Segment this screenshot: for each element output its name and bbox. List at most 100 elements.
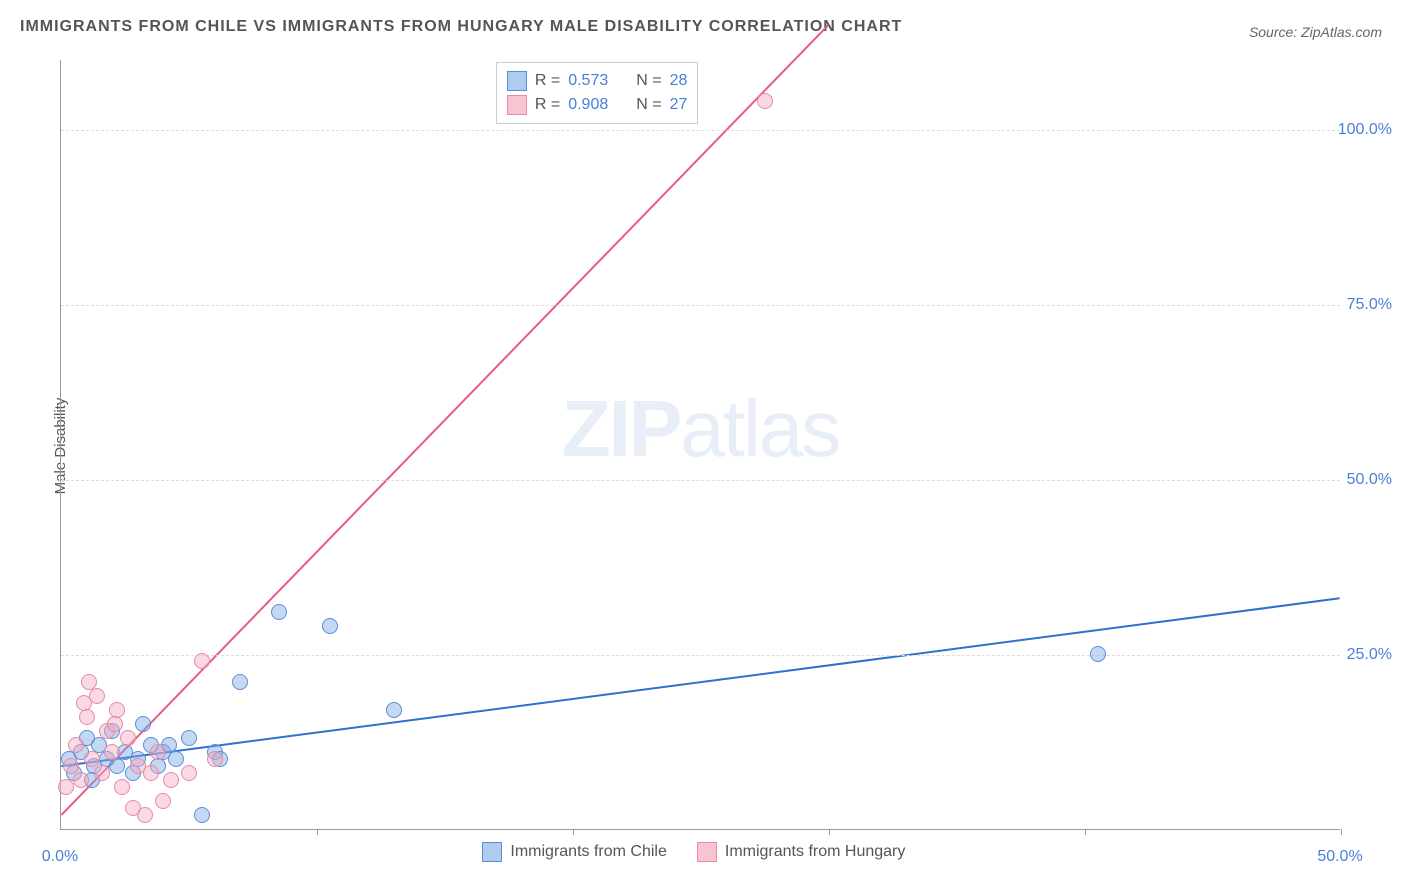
scatter-marker bbox=[212, 751, 228, 767]
legend-swatch bbox=[482, 842, 502, 862]
x-tick-label: 50.0% bbox=[1317, 848, 1362, 866]
scatter-marker bbox=[66, 765, 82, 781]
scatter-marker bbox=[207, 744, 223, 760]
scatter-marker bbox=[91, 737, 107, 753]
scatter-marker bbox=[125, 800, 141, 816]
scatter-marker bbox=[114, 779, 130, 795]
legend-series-label: Immigrants from Hungary bbox=[725, 843, 906, 861]
scatter-marker bbox=[181, 730, 197, 746]
gridline-horizontal bbox=[61, 655, 1340, 656]
legend-series-item: Immigrants from Hungary bbox=[697, 842, 906, 862]
correlation-legend: R = 0.573 N = 28 R = 0.908 N = 27 bbox=[496, 62, 699, 124]
scatter-marker bbox=[79, 730, 95, 746]
scatter-marker bbox=[143, 737, 159, 753]
scatter-marker bbox=[207, 751, 223, 767]
scatter-marker bbox=[107, 716, 123, 732]
scatter-marker bbox=[84, 772, 100, 788]
x-tick-label: 0.0% bbox=[42, 848, 78, 866]
y-tick-label: 25.0% bbox=[1347, 646, 1392, 664]
scatter-marker bbox=[81, 674, 97, 690]
chart-title: IMMIGRANTS FROM CHILE VS IMMIGRANTS FROM… bbox=[20, 18, 902, 36]
scatter-marker bbox=[137, 807, 153, 823]
watermark-light: atlas bbox=[680, 384, 839, 473]
scatter-marker bbox=[73, 772, 89, 788]
gridline-horizontal bbox=[61, 130, 1340, 131]
scatter-marker bbox=[143, 765, 159, 781]
scatter-marker bbox=[163, 772, 179, 788]
scatter-marker bbox=[135, 716, 151, 732]
scatter-marker bbox=[94, 765, 110, 781]
x-tick-mark bbox=[829, 829, 830, 835]
scatter-marker bbox=[181, 765, 197, 781]
scatter-marker bbox=[86, 758, 102, 774]
scatter-marker bbox=[150, 744, 166, 760]
legend-series-label: Immigrants from Chile bbox=[510, 843, 666, 861]
regression-lines-svg bbox=[61, 60, 1340, 829]
scatter-marker bbox=[99, 751, 115, 767]
scatter-marker bbox=[109, 702, 125, 718]
legend-correlation-row: R = 0.573 N = 28 bbox=[507, 69, 688, 93]
scatter-marker bbox=[168, 751, 184, 767]
scatter-marker bbox=[109, 758, 125, 774]
scatter-marker bbox=[194, 807, 210, 823]
scatter-marker bbox=[63, 758, 79, 774]
scatter-marker bbox=[155, 793, 171, 809]
scatter-marker bbox=[125, 765, 141, 781]
legend-swatch bbox=[507, 71, 527, 91]
legend-n-value: 27 bbox=[670, 96, 688, 114]
legend-r-value: 0.573 bbox=[568, 72, 608, 90]
scatter-marker bbox=[130, 758, 146, 774]
x-tick-mark bbox=[317, 829, 318, 835]
scatter-marker bbox=[104, 723, 120, 739]
scatter-marker bbox=[120, 730, 136, 746]
scatter-marker bbox=[757, 93, 773, 109]
scatter-marker bbox=[322, 618, 338, 634]
legend-r-value: 0.908 bbox=[568, 96, 608, 114]
legend-r-label: R = bbox=[535, 72, 560, 90]
plot-area: ZIPatlas R = 0.573 N = 28 R = 0.908 N = 27 bbox=[60, 60, 1340, 830]
scatter-marker bbox=[84, 751, 100, 767]
scatter-marker bbox=[68, 737, 84, 753]
scatter-marker bbox=[161, 737, 177, 753]
y-tick-label: 50.0% bbox=[1347, 471, 1392, 489]
scatter-marker bbox=[232, 674, 248, 690]
scatter-marker bbox=[150, 758, 166, 774]
legend-n-value: 28 bbox=[670, 72, 688, 90]
legend-r-label: R = bbox=[535, 96, 560, 114]
y-tick-label: 100.0% bbox=[1338, 121, 1392, 139]
legend-swatch bbox=[507, 95, 527, 115]
scatter-marker bbox=[271, 604, 287, 620]
scatter-marker bbox=[386, 702, 402, 718]
scatter-marker bbox=[117, 744, 133, 760]
watermark-bold: ZIP bbox=[562, 384, 680, 473]
source-value: ZipAtlas.com bbox=[1301, 24, 1382, 40]
scatter-marker bbox=[73, 744, 89, 760]
scatter-marker bbox=[79, 709, 95, 725]
legend-swatch bbox=[697, 842, 717, 862]
scatter-marker bbox=[58, 779, 74, 795]
gridline-horizontal bbox=[61, 480, 1340, 481]
legend-n-label: N = bbox=[636, 96, 661, 114]
source-attribution: Source: ZipAtlas.com bbox=[1249, 24, 1382, 40]
watermark: ZIPatlas bbox=[562, 383, 839, 475]
legend-correlation-row: R = 0.908 N = 27 bbox=[507, 93, 688, 117]
source-label: Source: bbox=[1249, 24, 1301, 40]
series-legend: Immigrants from Chile Immigrants from Hun… bbox=[482, 842, 905, 862]
scatter-marker bbox=[1090, 646, 1106, 662]
y-tick-label: 75.0% bbox=[1347, 296, 1392, 314]
regression-line bbox=[61, 598, 1339, 766]
scatter-marker bbox=[76, 695, 92, 711]
x-tick-mark bbox=[1085, 829, 1086, 835]
gridline-horizontal bbox=[61, 305, 1340, 306]
scatter-marker bbox=[61, 751, 77, 767]
regression-line bbox=[61, 25, 828, 815]
scatter-marker bbox=[155, 744, 171, 760]
x-tick-mark bbox=[573, 829, 574, 835]
scatter-marker bbox=[89, 688, 105, 704]
legend-series-item: Immigrants from Chile bbox=[482, 842, 666, 862]
legend-n-label: N = bbox=[636, 72, 661, 90]
scatter-marker bbox=[104, 744, 120, 760]
scatter-marker bbox=[99, 723, 115, 739]
x-tick-mark bbox=[1341, 829, 1342, 835]
scatter-marker bbox=[130, 751, 146, 767]
